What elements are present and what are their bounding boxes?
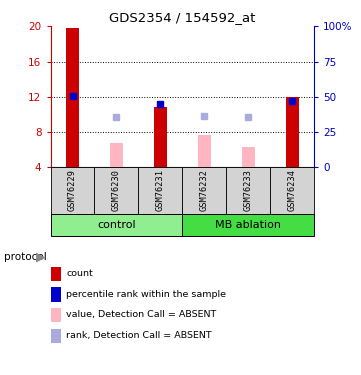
- Title: GDS2354 / 154592_at: GDS2354 / 154592_at: [109, 11, 256, 24]
- Text: GSM76232: GSM76232: [200, 169, 209, 211]
- Bar: [226, 167, 270, 214]
- Bar: [286, 97, 299, 167]
- Bar: [270, 167, 314, 214]
- Text: MB ablation: MB ablation: [215, 220, 281, 230]
- Bar: [242, 147, 255, 167]
- Bar: [182, 167, 226, 214]
- Bar: [66, 28, 79, 167]
- Bar: [138, 167, 182, 214]
- Bar: [154, 107, 167, 167]
- Text: GSM76233: GSM76233: [244, 169, 253, 211]
- Text: GSM76234: GSM76234: [288, 169, 297, 211]
- Bar: [110, 144, 123, 167]
- Bar: [51, 167, 95, 214]
- Text: count: count: [66, 269, 93, 278]
- Text: GSM76229: GSM76229: [68, 169, 77, 211]
- Text: percentile rank within the sample: percentile rank within the sample: [66, 290, 226, 299]
- Bar: [182, 214, 314, 236]
- Text: ▶: ▶: [36, 251, 46, 263]
- Text: protocol: protocol: [4, 252, 46, 262]
- Text: GSM76230: GSM76230: [112, 169, 121, 211]
- Bar: [198, 135, 211, 167]
- Text: rank, Detection Call = ABSENT: rank, Detection Call = ABSENT: [66, 331, 212, 340]
- Text: control: control: [97, 220, 136, 230]
- Text: GSM76231: GSM76231: [156, 169, 165, 211]
- Bar: [95, 167, 138, 214]
- Text: value, Detection Call = ABSENT: value, Detection Call = ABSENT: [66, 310, 216, 320]
- Bar: [51, 214, 182, 236]
